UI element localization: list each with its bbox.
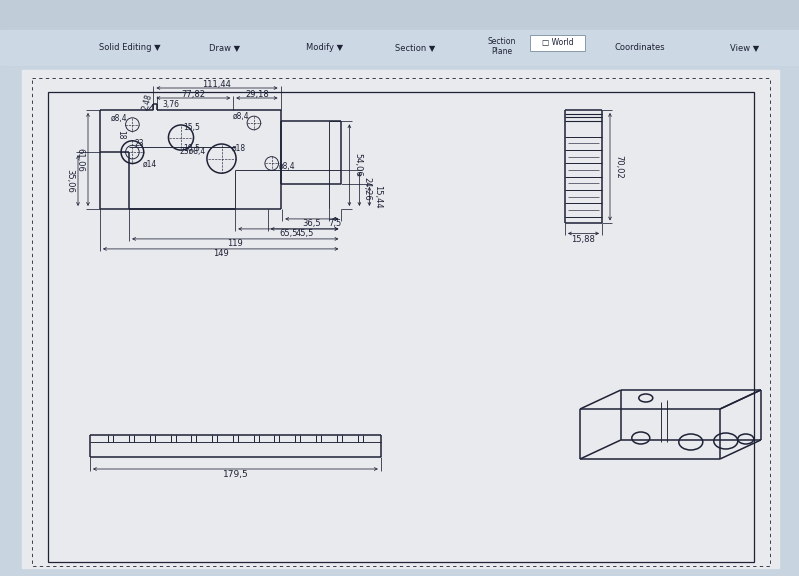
Text: Coordinates: Coordinates: [614, 44, 666, 52]
Text: 2,48: 2,48: [141, 93, 154, 111]
Text: 3,76: 3,76: [162, 100, 180, 109]
Text: 45,5: 45,5: [296, 229, 314, 238]
Bar: [0, 0, 799, 30]
Text: 65,5: 65,5: [279, 229, 297, 238]
Text: 18: 18: [117, 130, 125, 139]
Text: 10,5: 10,5: [183, 144, 200, 153]
Text: ø14: ø14: [142, 160, 157, 169]
Text: 15,5: 15,5: [183, 123, 200, 132]
Text: □ World: □ World: [543, 39, 574, 47]
Text: 15,44: 15,44: [373, 184, 382, 208]
Bar: [0, 0, 799, 65]
Text: 15,88: 15,88: [571, 235, 595, 244]
Text: 119: 119: [228, 240, 243, 248]
Text: 54,06: 54,06: [353, 153, 362, 177]
Text: View ▼: View ▼: [730, 44, 760, 52]
Text: 24,26: 24,26: [363, 177, 372, 201]
Bar: [48, 92, 754, 562]
Text: 179,5: 179,5: [222, 471, 248, 479]
Text: 111,44: 111,44: [203, 79, 232, 89]
Text: 61,06: 61,06: [75, 147, 85, 172]
Text: Plane: Plane: [491, 47, 513, 56]
Bar: [530, 35, 585, 51]
Text: 23: 23: [134, 139, 144, 148]
Bar: [22, 70, 779, 568]
Text: Draw ▼: Draw ▼: [209, 44, 240, 52]
Text: ø8,4: ø8,4: [111, 114, 128, 123]
Text: 35,06: 35,06: [66, 169, 74, 192]
Text: ø8,4: ø8,4: [279, 162, 296, 171]
Text: 77,82: 77,82: [181, 89, 205, 98]
Text: 70,02: 70,02: [614, 155, 623, 179]
Text: 23ø8,4: 23ø8,4: [179, 147, 205, 156]
Text: Section: Section: [488, 37, 516, 47]
Text: 7,5: 7,5: [328, 219, 342, 229]
Text: ø8,4: ø8,4: [233, 112, 249, 122]
Text: Solid Editing ▼: Solid Editing ▼: [99, 44, 161, 52]
Text: ø18: ø18: [232, 144, 245, 153]
Text: 36,5: 36,5: [303, 219, 321, 229]
Text: 149: 149: [213, 249, 229, 259]
Text: Section ▼: Section ▼: [395, 44, 435, 52]
Text: 29,18: 29,18: [245, 89, 268, 98]
Bar: [32, 78, 770, 566]
Bar: [0, 30, 799, 65]
Text: Modify ▼: Modify ▼: [307, 44, 344, 52]
